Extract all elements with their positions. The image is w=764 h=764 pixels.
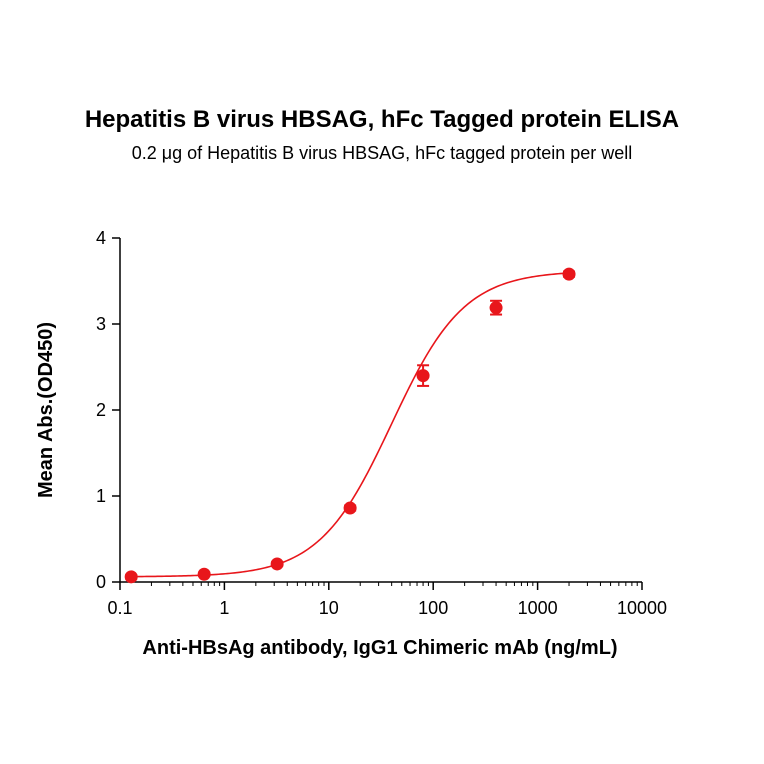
data-points (124, 267, 576, 584)
fit-curve-group (131, 272, 570, 578)
data-point (124, 570, 138, 584)
x-tick-label: 0.1 (107, 598, 132, 618)
axes: 0.1 1 10 100 1000 10000 0 1 2 3 4 (96, 228, 667, 618)
x-tick-label: 100 (418, 598, 448, 618)
y-tick-label: 2 (96, 400, 106, 420)
data-point (562, 267, 576, 281)
y-tick-label: 1 (96, 486, 106, 506)
data-point (197, 567, 211, 581)
data-point (489, 301, 503, 315)
data-point (270, 557, 284, 571)
x-tick-label: 10000 (617, 598, 667, 618)
y-tick-label: 4 (96, 228, 106, 248)
y-tick-label: 3 (96, 314, 106, 334)
y-axis-title: Mean Abs.(OD450) (35, 322, 57, 498)
x-axis-title: Anti-HBsAg antibody, IgG1 Chimeric mAb (… (142, 637, 617, 659)
x-tick-label: 1000 (518, 598, 558, 618)
fit-curve (131, 272, 570, 578)
data-point (343, 501, 357, 515)
chart-subtitle: 0.2 μg of Hepatitis B virus HBSAG, hFc t… (131, 143, 633, 163)
data-point (416, 369, 430, 383)
y-tick-label: 0 (96, 572, 106, 592)
chart-title: Hepatitis B virus HBSAG, hFc Tagged prot… (84, 106, 680, 133)
x-tick-label: 10 (319, 598, 339, 618)
x-tick-label: 1 (219, 598, 229, 618)
